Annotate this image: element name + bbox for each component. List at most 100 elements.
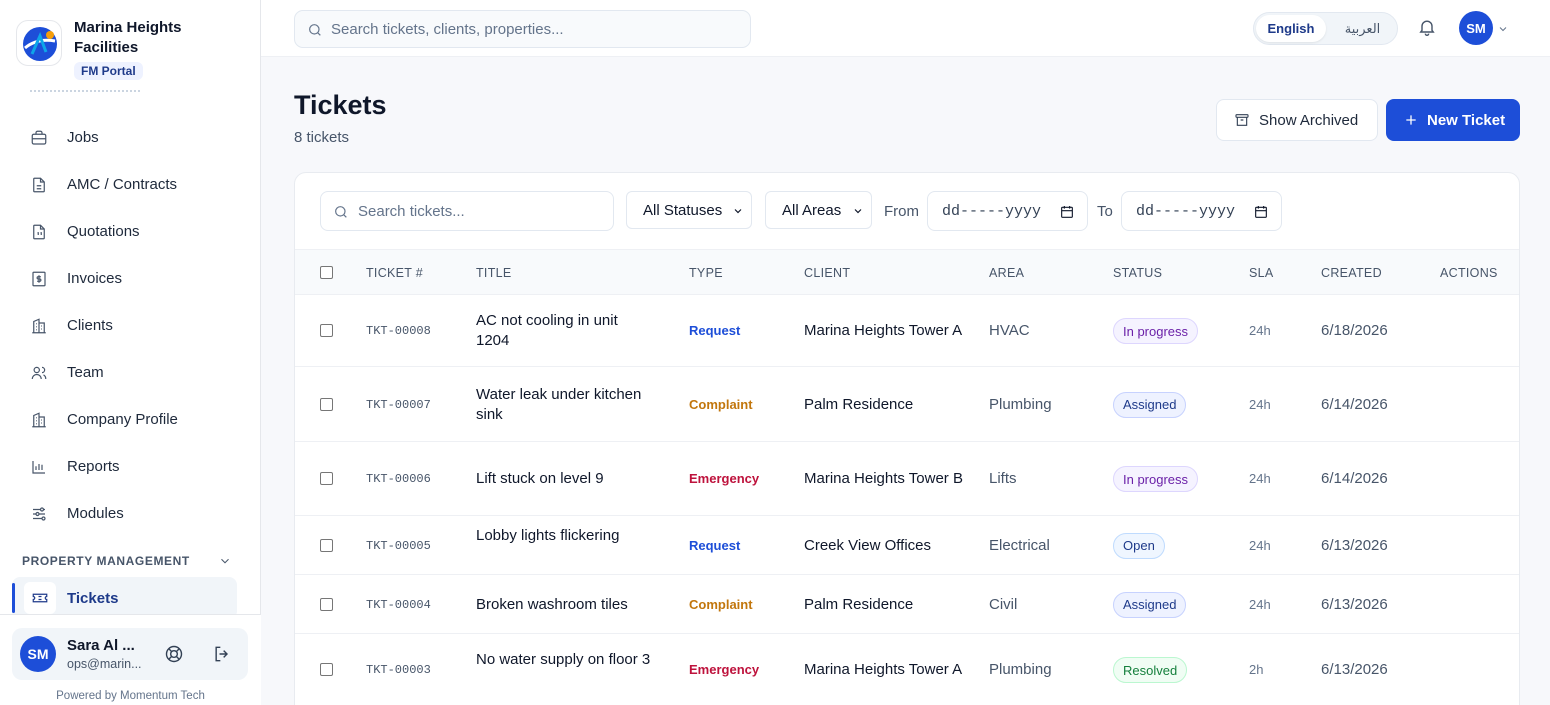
col-area[interactable]: AREA <box>989 266 1025 280</box>
col-actions: ACTIONS <box>1440 266 1498 280</box>
sidebar-item-invoices[interactable]: Invoices <box>12 255 248 302</box>
ticket-area: Lifts <box>989 470 1017 487</box>
avatar[interactable]: SM <box>1459 11 1493 45</box>
avatar[interactable]: SM <box>20 636 56 672</box>
table-row[interactable]: TKT-00004 Broken washroom tiles Complaint P… <box>295 575 1519 634</box>
search-icon <box>335 206 347 218</box>
col-ticket[interactable]: TICKET # <box>366 266 424 280</box>
sidebar-nav: Jobs AMC / Contracts Quotations Invoices… <box>12 114 248 537</box>
area-filter-select[interactable]: All Areas <box>765 191 872 229</box>
ticket-icon-wrap <box>24 582 56 614</box>
sidebar-item-tickets[interactable]: Tickets <box>12 577 237 619</box>
row-checkbox[interactable] <box>320 663 333 676</box>
col-created[interactable]: CREATED <box>1321 266 1382 280</box>
table-row[interactable]: TKT-00005 Lobby lights flickering Request C… <box>295 516 1519 575</box>
ticket-title[interactable]: No water supply on floor 3 <box>476 651 651 668</box>
new-ticket-button[interactable]: New Ticket <box>1386 99 1520 141</box>
ticket-created: 6/14/2026 <box>1321 470 1388 487</box>
global-search-input[interactable] <box>331 11 741 47</box>
area-filter-value: All Areas <box>782 201 842 219</box>
sidebar-item-quotations[interactable]: Quotations <box>12 208 248 255</box>
calendar-icon <box>1061 206 1073 218</box>
to-date-input[interactable]: dd-----yyyy <box>1121 191 1282 231</box>
status-badge: Open <box>1113 532 1165 559</box>
logout-icon[interactable] <box>212 644 232 664</box>
sidebar-item-clients[interactable]: Clients <box>12 302 248 349</box>
row-checkbox[interactable] <box>320 324 333 337</box>
sliders-icon <box>33 506 46 521</box>
from-date-input[interactable]: dd-----yyyy <box>927 191 1088 231</box>
ticket-title[interactable]: Water leak under kitchen sink <box>476 385 642 423</box>
bar-chart-icon <box>32 460 45 474</box>
user-card: SM Sara Al ... ops@marin... <box>12 628 248 680</box>
sidebar: Marina Heights Facilities FM Portal Jobs… <box>0 0 261 705</box>
document-icon <box>33 177 45 192</box>
ticket-type: Complaint <box>689 396 753 412</box>
table-row[interactable]: TKT-00003 No water supply on floor 3 Emerg… <box>295 634 1519 705</box>
powered-by: Powered by Momentum Tech <box>56 690 205 702</box>
calendar-icon <box>1255 206 1267 218</box>
ticket-area: Plumbing <box>989 661 1052 678</box>
from-date-placeholder: dd-----yyyy <box>942 202 1042 220</box>
sidebar-item-amc-contracts[interactable]: AMC / Contracts <box>12 161 248 208</box>
ticket-type: Emergency <box>689 662 760 677</box>
ticket-number: TKT-00008 <box>366 324 431 338</box>
sidebar-item-label: Invoices <box>67 270 123 287</box>
ticket-created: 6/13/2026 <box>1321 661 1388 678</box>
chevron-down-icon <box>221 558 229 564</box>
table-row[interactable]: TKT-00008 AC not cooling in unit 1204 Requ… <box>295 295 1519 367</box>
sidebar-footer: SM Sara Al ... ops@marin... Powered by M… <box>0 614 261 705</box>
col-client[interactable]: CLIENT <box>804 266 851 280</box>
sidebar-item-company-profile[interactable]: Company Profile <box>12 396 248 443</box>
ticket-area: Electrical <box>989 536 1050 554</box>
lang-english-button[interactable]: English <box>1256 15 1326 42</box>
row-checkbox[interactable] <box>320 597 333 611</box>
row-checkbox[interactable] <box>320 472 333 485</box>
table-row[interactable]: TKT-00007 Water leak under kitchen sink Co… <box>295 367 1519 442</box>
row-checkbox[interactable] <box>320 538 333 552</box>
row-checkbox[interactable] <box>320 397 333 411</box>
ticket-search-input[interactable] <box>358 192 608 230</box>
to-label: To <box>1097 203 1113 220</box>
section-toggle-property-management[interactable]: PROPERTY MANAGEMENT <box>22 552 232 570</box>
sidebar-item-label: Clients <box>67 317 113 334</box>
ticket-title[interactable]: Lift stuck on level 9 <box>476 470 604 487</box>
status-filter-select[interactable]: All Statuses <box>626 191 752 229</box>
sidebar-item-team[interactable]: Team <box>12 349 248 396</box>
status-badge: Assigned <box>1113 391 1187 418</box>
ticket-title[interactable]: Lobby lights flickering <box>476 526 620 544</box>
lang-arabic-button[interactable]: العربية <box>1344 20 1381 36</box>
col-title[interactable]: TITLE <box>476 266 512 280</box>
from-label: From <box>884 203 919 220</box>
building-icon <box>32 411 46 427</box>
scrolled-nav-item <box>30 86 150 96</box>
show-archived-label: Show Archived <box>1259 111 1359 129</box>
show-archived-button[interactable]: Show Archived <box>1216 99 1378 141</box>
ticket-title[interactable]: Broken washroom tiles <box>476 595 628 613</box>
topbar: English العربية SM <box>261 0 1550 57</box>
sidebar-item-reports[interactable]: Reports <box>12 443 248 490</box>
ticket-sla: 24h <box>1249 396 1271 412</box>
archive-icon <box>1235 114 1249 126</box>
col-sla[interactable]: SLA <box>1249 266 1274 280</box>
users-icon <box>31 366 47 379</box>
chevron-down-icon[interactable] <box>1497 22 1509 34</box>
sidebar-item-label: Company Profile <box>67 411 178 428</box>
col-type[interactable]: TYPE <box>689 266 723 280</box>
chevron-down-icon <box>854 209 862 214</box>
ticket-area: Civil <box>989 595 1018 613</box>
col-status[interactable]: STATUS <box>1113 266 1163 280</box>
status-badge: Resolved <box>1113 657 1188 683</box>
chevron-down-icon <box>734 209 742 214</box>
select-all-checkbox[interactable] <box>320 266 333 279</box>
ticket-title[interactable]: AC not cooling in unit 1204 <box>476 312 618 349</box>
sidebar-item-label: Quotations <box>67 223 140 240</box>
ticket-sla: 24h <box>1249 596 1271 612</box>
filter-bar: All Statuses All Areas From dd-----yyyy … <box>295 173 1519 249</box>
sidebar-item-modules[interactable]: Modules <box>12 490 248 537</box>
notifications-bell-icon[interactable] <box>1417 17 1439 39</box>
tickets-card: All Statuses All Areas From dd-----yyyy … <box>294 172 1520 705</box>
table-row[interactable]: TKT-00006 Lift stuck on level 9 Emergency M… <box>295 442 1519 516</box>
sidebar-item-jobs[interactable]: Jobs <box>12 114 248 161</box>
help-lifebuoy-icon[interactable] <box>164 644 184 664</box>
